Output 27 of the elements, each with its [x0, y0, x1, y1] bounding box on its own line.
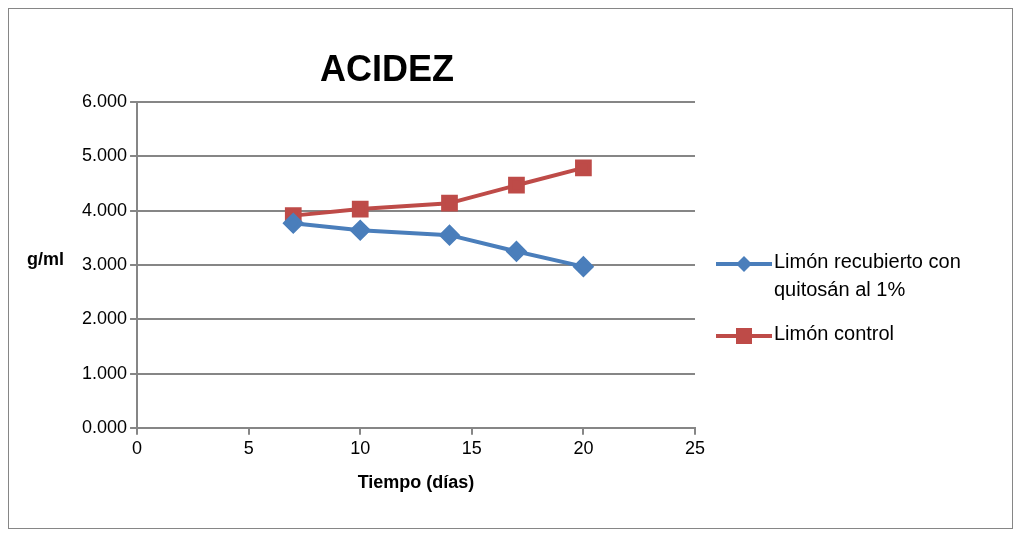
point [573, 256, 594, 277]
y-axis-title: g/ml [27, 249, 65, 270]
y-tick-label: 5.000 [82, 145, 128, 166]
y-tick-label: 6.000 [82, 91, 128, 112]
y-tick-label: 3.000 [82, 253, 128, 274]
point [351, 200, 369, 218]
point [283, 213, 304, 234]
y-tick-label: 2.000 [82, 308, 128, 329]
chart-title: ACIDEZ [320, 47, 454, 89]
x-tick-label: 15 [461, 437, 482, 458]
point [508, 176, 525, 194]
point [439, 225, 460, 246]
point [441, 194, 458, 212]
x-tick-label: 10 [350, 437, 371, 458]
x-tick-label: 0 [132, 437, 143, 458]
y-tick-label: 4.000 [82, 199, 128, 220]
x-tick-label: 5 [243, 437, 254, 458]
x-axis-title: Tiempo (días) [357, 472, 475, 493]
point [350, 220, 371, 241]
x-tick-label: 25 [684, 437, 706, 458]
x-tick-label: 20 [573, 437, 594, 458]
y-tick-label: 1.000 [82, 362, 128, 383]
legend-label: Limón control [774, 321, 895, 346]
y-tick-label: 0.000 [82, 416, 128, 437]
point [575, 159, 592, 177]
legend-label: Limón recubierto con quitosán al 1% [774, 249, 962, 302]
point [506, 241, 527, 262]
